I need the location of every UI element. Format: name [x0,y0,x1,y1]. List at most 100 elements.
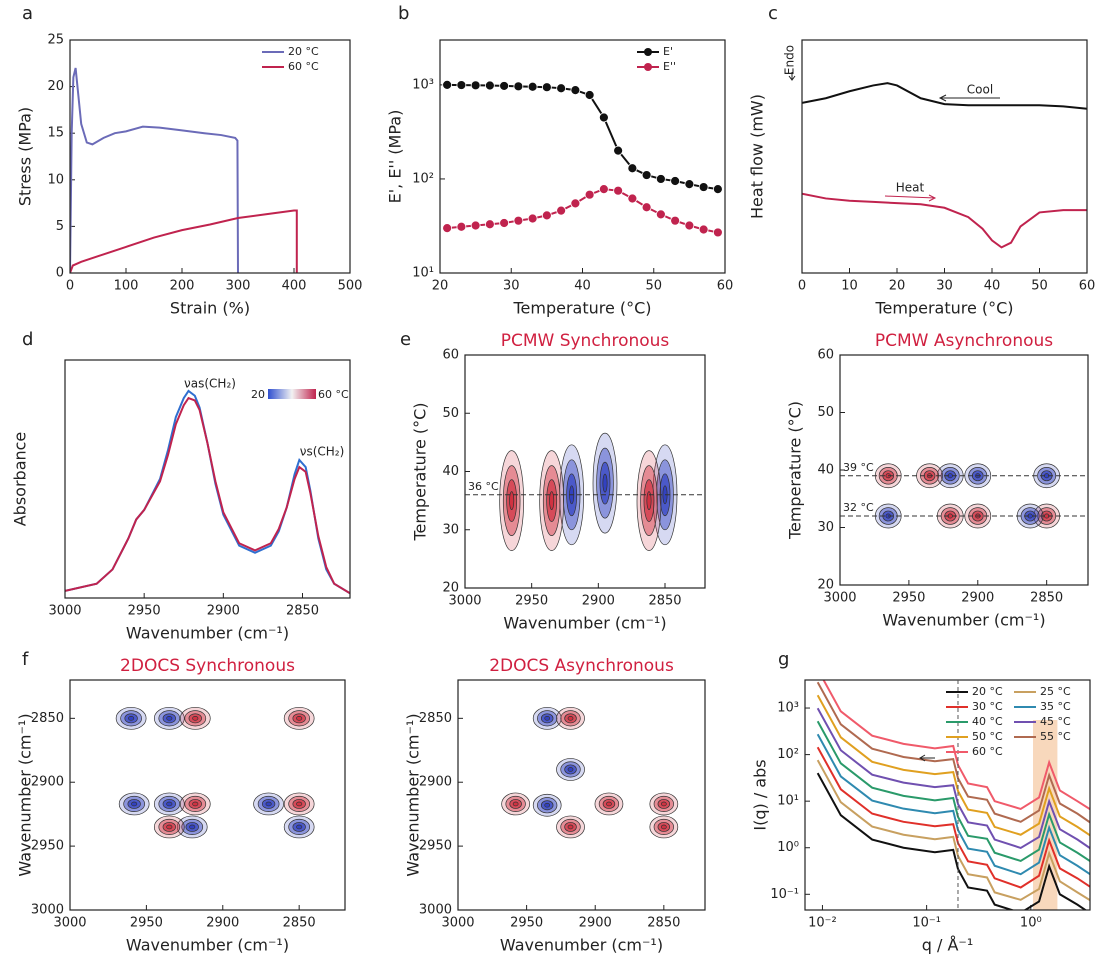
panel-letter: f [22,649,29,670]
panel-letter: c [768,3,778,24]
y-tick-label: 60 [442,348,459,363]
plot-frame [69,679,346,911]
y-tick-label: 20 [817,578,834,593]
legend-label: E'' [663,60,676,73]
legend-label: 35 °C [1040,700,1071,713]
annotation: Endo [783,45,797,75]
contour-level [296,801,303,807]
x-tick-label: 2950 [515,594,548,609]
y-tick-label: 5 [56,219,64,234]
x-tick-label: 2900 [579,916,612,931]
x-tick-label: 10⁰ [1020,916,1042,931]
series-line [447,83,719,191]
point [641,202,652,213]
series-line [816,720,1090,863]
contour-level [296,824,303,830]
plot-frame [457,679,706,911]
point [670,176,681,186]
contour-level [567,716,574,721]
x-tick-label: 200 [170,279,195,294]
y-tick-label: 40 [817,463,834,478]
panel-letter: a [22,3,33,24]
x-tick-label: 3000 [448,594,481,609]
x-axis-label: Wavenumber (cm⁻¹) [882,611,1045,630]
y-tick-label: 10³ [777,701,799,716]
y-tick-label: 15 [47,126,64,141]
annotation: Cool [967,83,993,97]
arrow [884,194,937,202]
plot-frame [801,39,1088,274]
legend-label: 40 °C [972,715,1003,728]
y-tick-label: 3000 [419,903,452,918]
legend-label: 25 °C [1040,685,1071,698]
contour-level [512,801,519,807]
y-tick-label: 10¹ [777,794,799,809]
plot-area [874,463,1061,529]
x-tick-label: 3000 [53,916,86,931]
x-axis-label: Strain (%) [170,299,250,318]
annotation: νas(CH₂) [184,377,236,391]
series-line [816,746,1090,889]
point [627,163,638,174]
reference-label: 39 °C [843,461,874,474]
plot-frame [64,359,351,599]
x-tick-label: 2850 [286,604,319,619]
legend-label: 20 °C [288,45,319,58]
x-tick-label: 40 [574,279,591,294]
x-tick-label: 100 [114,279,139,294]
point [598,112,609,123]
x-tick-label: 2850 [648,594,681,609]
y-tick-label: 10⁻¹ [770,887,799,902]
y-tick-label: 2850 [419,711,452,726]
x-tick-label: 500 [338,279,363,294]
series-line [822,680,1090,811]
point [442,79,453,90]
legend-label: 20 °C [972,685,1003,698]
y-tick-label: 50 [442,406,459,421]
y-tick-label: 10 [47,172,64,187]
x-tick-label: 2950 [128,604,161,619]
point [484,80,495,91]
plot-area [499,432,678,551]
series-line [816,759,1090,902]
contour-level [606,801,612,807]
y-tick-label: 20 [47,79,64,94]
legend-label: 50 °C [972,730,1003,743]
x-tick-label: 20 [889,279,906,294]
panel-letter: b [398,3,409,24]
annotation: Heat [896,181,925,195]
x-tick-label: 10⁻² [808,916,837,931]
y-tick-label: 10¹ [412,266,434,281]
x-tick-label: 2850 [1030,591,1063,606]
plot-frame [69,39,351,274]
series-line [816,694,1090,837]
x-tick-label: 2950 [130,916,163,931]
contour-level [166,824,173,830]
point [698,224,709,235]
x-tick-label: 2850 [283,916,316,931]
series-line [802,82,1087,110]
point [499,81,510,91]
plot-frame [439,39,726,274]
arrow [919,754,935,762]
reference-label: 32 °C [843,501,874,514]
y-axis-label: Absorbance [11,432,30,527]
contour-level [166,716,173,721]
point [598,184,609,194]
contour-level [646,491,652,510]
legend-marker [644,48,652,56]
contour-level [189,824,196,830]
x-tick-label: 3000 [441,916,474,931]
plot-frame [804,679,1091,911]
x-tick-label: 60 [717,279,734,294]
x-tick-label: 40 [984,279,1001,294]
chart-title: 2DOCS Asynchronous [489,656,674,676]
x-tick-label: 10 [841,279,858,294]
chart-title: PCMW Synchronous [501,331,670,351]
contour-level [602,473,608,493]
arrow [788,72,796,81]
point [584,189,595,200]
point [627,193,638,204]
contour-level [192,716,199,721]
colorbar [268,389,316,399]
